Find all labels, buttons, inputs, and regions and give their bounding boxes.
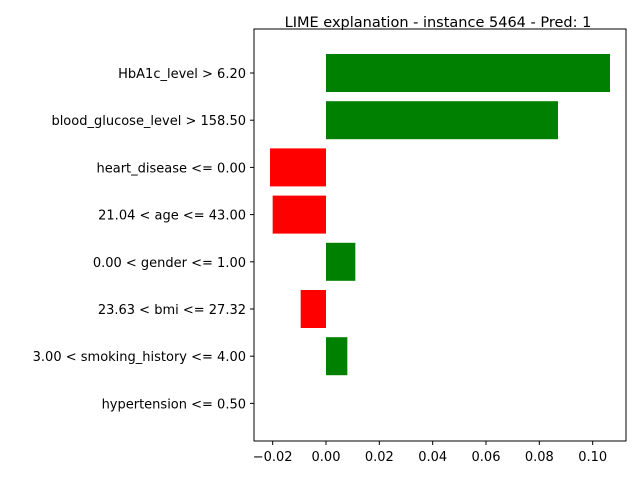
x-tick-label-0: −0.02 — [253, 450, 293, 465]
x-tick-label-3: 0.04 — [418, 450, 447, 465]
y-axis-ticks: HbA1c_level > 6.20 blood_glucose_level > … — [33, 67, 254, 412]
plot-frame — [253, 28, 627, 442]
bar-4 — [326, 242, 356, 281]
y-tick-label-5: 23.63 < bmi <= 27.32 — [98, 303, 246, 318]
bar-5 — [300, 290, 326, 328]
y-tick-label-1: blood_glucose_level > 158.50 — [51, 114, 246, 129]
bar-0 — [326, 54, 610, 92]
y-tick-label-3: 21.04 < age <= 43.00 — [98, 209, 246, 224]
y-tick-label-7: hypertension <= 0.50 — [102, 397, 246, 412]
x-tick-label-4: 0.06 — [472, 450, 501, 465]
bar-2 — [270, 148, 326, 187]
y-tick-label-0: HbA1c_level > 6.20 — [118, 67, 246, 82]
x-tick-label-5: 0.08 — [525, 450, 554, 465]
bar-1 — [326, 101, 558, 140]
bar-6 — [326, 337, 348, 376]
y-tick-label-4: 0.00 < gender <= 1.00 — [93, 256, 246, 271]
x-tick-label-1: 0.00 — [312, 450, 341, 465]
y-tick-label-2: heart_disease <= 0.00 — [96, 161, 246, 176]
bars-layer — [270, 54, 610, 376]
x-tick-label-2: 0.02 — [365, 450, 394, 465]
x-axis-ticks: −0.02 0.00 0.02 0.04 0.06 0.08 0.10 — [253, 441, 607, 465]
bar-3 — [272, 195, 326, 234]
y-tick-label-6: 3.00 < smoking_history <= 4.00 — [33, 350, 246, 365]
chart-title: LIME explanation - instance 5464 - Pred:… — [285, 15, 592, 31]
x-tick-label-6: 0.10 — [578, 450, 607, 465]
